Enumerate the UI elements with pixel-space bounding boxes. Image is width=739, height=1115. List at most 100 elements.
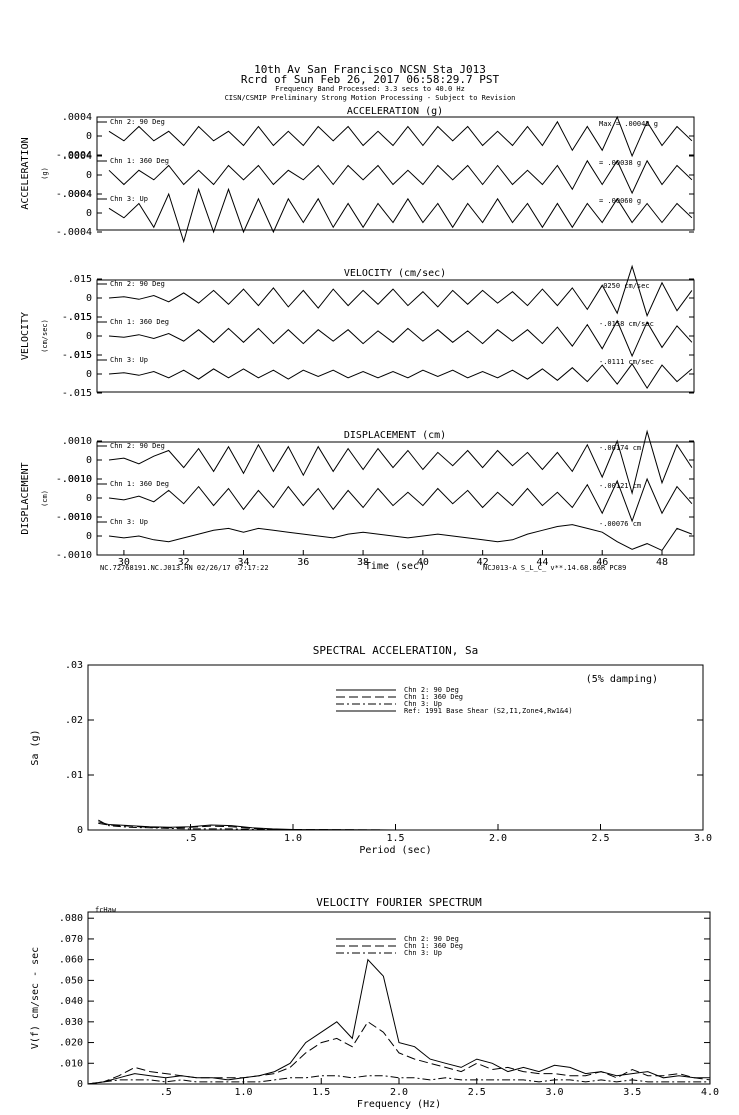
y-tick-label: 0 xyxy=(77,1079,83,1090)
channel-label: Chn 2: 90 Deg xyxy=(110,118,165,126)
max-label: .0250 cm/sec xyxy=(599,282,650,290)
legend-label: Chn 3: Up xyxy=(404,700,442,708)
x-tick-label: 44 xyxy=(536,557,548,568)
y-tick-label: .010 xyxy=(59,1058,83,1069)
x-axis-label: Period (sec) xyxy=(359,845,431,856)
y-tick-label: .030 xyxy=(59,1017,83,1028)
x-tick-label: 1.0 xyxy=(284,833,302,844)
y-axis-label: VELOCITY xyxy=(20,312,31,360)
x-tick-label: 42 xyxy=(477,557,489,568)
y-tick-label: -.0010 xyxy=(56,550,92,561)
x-tick-label: 48 xyxy=(656,557,668,568)
x-tick-label: 1.5 xyxy=(386,833,404,844)
legend-label: Chn 1: 360 Deg xyxy=(404,942,463,950)
x-tick-label: 3.5 xyxy=(623,1087,641,1098)
channel-label: Chn 1: 360 Deg xyxy=(110,157,169,165)
y-tick-label: -.0004 xyxy=(56,150,92,161)
max-label: = .00060 g xyxy=(599,197,641,205)
channel-label: Chn 3: Up xyxy=(110,518,148,526)
x-tick-label: 1.5 xyxy=(312,1087,330,1098)
x-tick-label: .5 xyxy=(184,833,196,844)
spectrum-line xyxy=(98,819,703,831)
y-tick-label: 0 xyxy=(86,369,92,380)
y-axis-label: DISPLACEMENT xyxy=(20,462,31,534)
plot-frame xyxy=(96,441,695,556)
y-tick-label: -.015 xyxy=(62,312,92,323)
y-tick-label: .0004 xyxy=(62,151,92,162)
x-axis-label: Time (sec) xyxy=(365,561,425,572)
x-tick-label: 32 xyxy=(178,557,190,568)
y-tick-label: .070 xyxy=(59,934,83,945)
trace xyxy=(108,363,693,390)
max-label: = .00038 g xyxy=(599,159,641,167)
header-line: Frequency Band Processed: 3.3 secs to 40… xyxy=(275,85,465,93)
y-tick-label: -.0010 xyxy=(56,474,92,485)
trace xyxy=(108,115,693,158)
legend-label: Chn 2: 90 Deg xyxy=(404,935,459,943)
y-tick-label: -.015 xyxy=(62,388,92,399)
max-label: -.0111 cm/sec xyxy=(599,358,654,366)
y-tick-label: 0 xyxy=(86,493,92,504)
max-label: Max = .00042 g xyxy=(599,120,658,128)
y-tick-label: .040 xyxy=(59,996,83,1007)
legend-label: Chn 1: 360 Deg xyxy=(404,693,463,701)
plot-frame xyxy=(87,911,711,1085)
y-axis-unit: (cm) xyxy=(41,490,49,507)
y-tick-label: 0 xyxy=(86,293,92,304)
y-tick-label: .020 xyxy=(59,1038,83,1049)
max-label: -.00174 cm xyxy=(599,444,641,452)
y-tick-label: .01 xyxy=(65,770,83,781)
panel-title: VELOCITY (cm/sec) xyxy=(344,268,446,279)
trace xyxy=(108,429,693,496)
y-tick-label: .0004 xyxy=(62,112,92,123)
y-tick-label: .0010 xyxy=(62,436,92,447)
y-tick-label: -.0004 xyxy=(56,189,92,200)
header-line: 10th Av San Francisco NCSN Sta J013 xyxy=(254,63,486,76)
chart-title: VELOCITY FOURIER SPECTRUM xyxy=(316,896,482,909)
y-tick-label: 0 xyxy=(86,331,92,342)
y-tick-label: 0 xyxy=(77,825,83,836)
trace xyxy=(108,159,693,195)
max-label: -.0158 cm/sec xyxy=(599,320,654,328)
x-tick-label: .5 xyxy=(160,1087,172,1098)
legend-label: Ref: 1991 Base Shear (S2,I1,Zone4,Rw1&4) xyxy=(404,707,573,715)
header-line: Rcrd of Sun Feb 26, 2017 06:58:29.7 PST xyxy=(241,73,500,86)
y-axis-unit: (g) xyxy=(41,167,49,180)
channel-label: Chn 3: Up xyxy=(110,195,148,203)
channel-label: Chn 3: Up xyxy=(110,356,148,364)
annotation: fcHaw xyxy=(95,906,117,914)
footer-right: NCJ013-A S_L_C_ v**.14.68.86R PC89 xyxy=(483,564,626,572)
x-tick-label: 30 xyxy=(118,557,130,568)
y-tick-label: .060 xyxy=(59,955,83,966)
max-label: -.00076 cm xyxy=(599,520,641,528)
y-tick-label: -.015 xyxy=(62,350,92,361)
y-axis-label: V(f) cm/sec - sec xyxy=(30,947,41,1049)
y-tick-label: .03 xyxy=(65,660,83,671)
x-tick-label: 2.0 xyxy=(390,1087,408,1098)
y-tick-label: .050 xyxy=(59,975,83,986)
trace xyxy=(108,477,693,523)
y-tick-label: .0010 xyxy=(62,512,92,523)
plot-frame xyxy=(96,116,695,231)
y-tick-label: .0010 xyxy=(62,474,92,485)
y-tick-label: 0 xyxy=(86,208,92,219)
x-tick-label: 4.0 xyxy=(701,1087,719,1098)
y-tick-label: .015 xyxy=(68,274,92,285)
spectrum-line xyxy=(87,958,710,1085)
x-tick-label: 40 xyxy=(417,557,429,568)
x-tick-label: 2.0 xyxy=(489,833,507,844)
y-tick-label: -.0010 xyxy=(56,512,92,523)
x-tick-label: 3.0 xyxy=(694,833,712,844)
x-tick-label: 36 xyxy=(297,557,309,568)
y-axis-unit: (cm/sec) xyxy=(41,319,49,353)
x-tick-label: 3.0 xyxy=(545,1087,563,1098)
y-tick-label: 0 xyxy=(86,131,92,142)
y-axis-label: Sa (g) xyxy=(30,729,41,765)
y-axis-label: ACCELERATION xyxy=(20,137,31,209)
header-line: CISN/CSMIP Preliminary Strong Motion Pro… xyxy=(225,94,516,102)
plot-frame xyxy=(96,279,695,393)
x-axis-label: Frequency (Hz) xyxy=(357,1099,441,1110)
channel-label: Chn 2: 90 Deg xyxy=(110,280,165,288)
